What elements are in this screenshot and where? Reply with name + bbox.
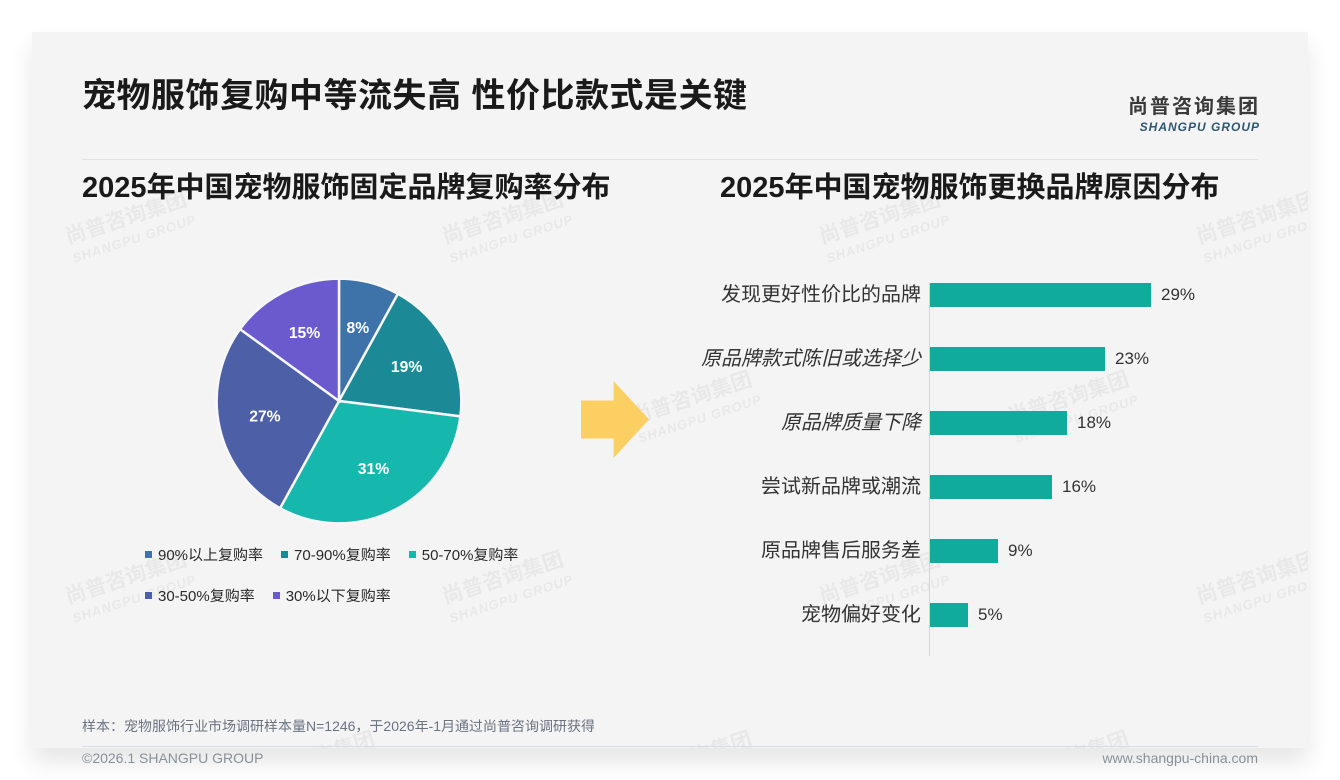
svg-text:27%: 27% (249, 409, 280, 426)
svg-text:SHANGPU GROUP: SHANGPU GROUP (70, 212, 198, 266)
svg-text:19%: 19% (391, 359, 422, 376)
svg-text:SHANGPU GROUP: SHANGPU GROUP (1201, 212, 1308, 266)
svg-text:8%: 8% (347, 320, 370, 337)
svg-text:SHANGPU GROUP: SHANGPU GROUP (447, 212, 575, 266)
svg-text:31%: 31% (358, 461, 389, 478)
svg-text:SHANGPU GROUP: SHANGPU GROUP (824, 212, 952, 266)
svg-text:15%: 15% (289, 325, 320, 342)
